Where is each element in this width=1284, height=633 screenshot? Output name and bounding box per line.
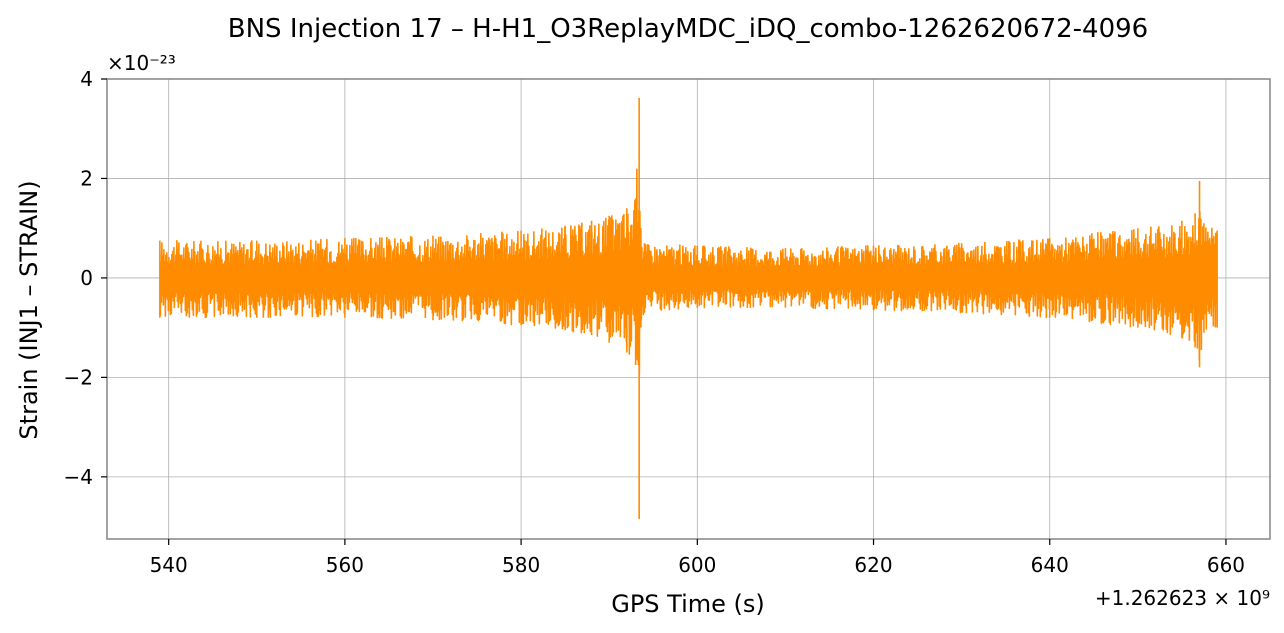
x-tick-label: 540 (150, 553, 188, 577)
plot-frame (106, 78, 1271, 540)
tick-layer: 540 560 580 600 620 640 660 −4 −2 0 2 4 (64, 67, 1246, 577)
x-tick-label: 620 (854, 553, 892, 577)
y-tick-label: 0 (80, 266, 93, 290)
y-tick-label: −2 (64, 365, 93, 389)
y-axis-label: Strain (INJ1 – STRAIN) (15, 180, 43, 439)
x-offset-label: +1.262623 × 10⁹ (1095, 586, 1270, 610)
plot-layer (159, 97, 1218, 520)
x-tick-label: 640 (1031, 553, 1069, 577)
y-tick-label: 4 (80, 67, 93, 91)
x-axis-label: GPS Time (s) (611, 590, 765, 618)
x-tick-label: 600 (678, 553, 716, 577)
y-tick-label: −4 (64, 465, 93, 489)
y-scale-label: ×10⁻²³ (107, 51, 176, 75)
chart-title: BNS Injection 17 – H-H1_O3ReplayMDC_iDQ_… (228, 14, 1148, 44)
y-tick-label: 2 (80, 166, 93, 190)
strain-series-line (159, 97, 1218, 520)
x-tick-label: 660 (1207, 553, 1245, 577)
x-tick-label: 580 (502, 553, 540, 577)
x-tick-label: 560 (326, 553, 364, 577)
